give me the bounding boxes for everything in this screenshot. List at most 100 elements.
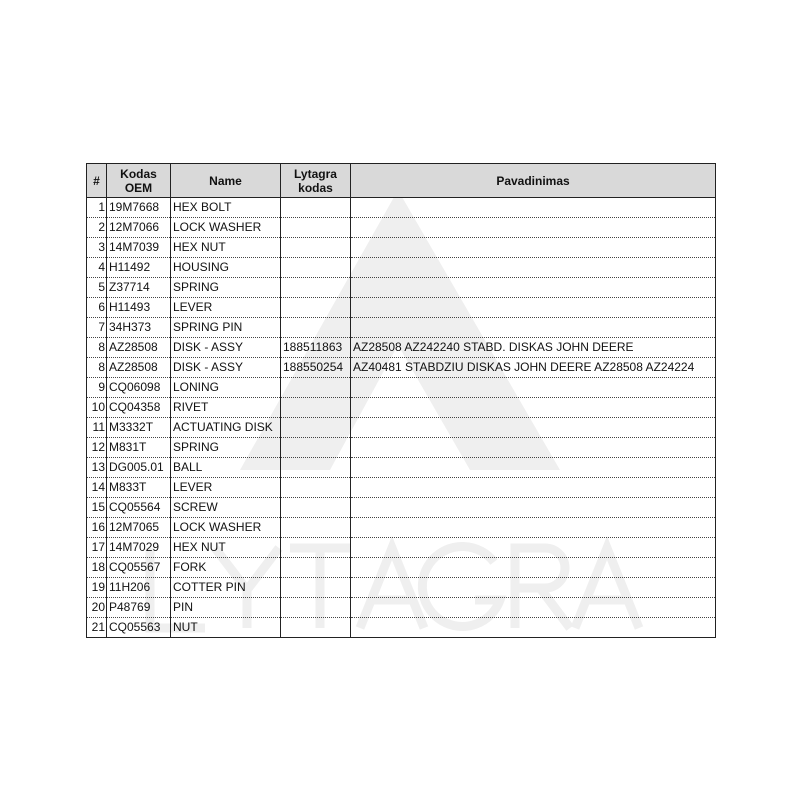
cell-col-number: 18 [86,557,107,578]
cell-col-description [350,497,716,518]
table-row: 13 DG005.01 BALL [86,457,716,478]
cell-col-oem-code: 34H373 [106,317,171,338]
cell-col-name: DISK - ASSY [170,357,281,378]
table-row: 3 14M7039 HEX NUT [86,237,716,258]
cell-col-number: 2 [86,217,107,238]
cell-col-oem-code: H11493 [106,297,171,318]
table-row: 6 H11493 LEVER [86,297,716,318]
cell-col-lytagra-code [280,377,351,398]
cell-col-lytagra-code [280,437,351,458]
cell-col-oem-code: DG005.01 [106,457,171,478]
cell-col-number: 7 [86,317,107,338]
cell-col-oem-code: CQ05564 [106,497,171,518]
header-col-oem-code: Kodas OEM [106,163,171,198]
cell-col-oem-code: H11492 [106,257,171,278]
table-row: 8 AZ28508 DISK - ASSY 188550254 AZ40481 STAB… [86,357,716,378]
cell-col-number: 11 [86,417,107,438]
table-row: 15 CQ05564 SCREW [86,497,716,518]
header-col-description: Pavadinimas [350,163,716,198]
cell-col-lytagra-code [280,417,351,438]
cell-col-lytagra-code [280,217,351,238]
cell-col-oem-code: CQ05567 [106,557,171,578]
cell-col-number: 1 [86,197,107,218]
table-row: 5 Z37714 SPRING [86,277,716,298]
table-row: 12 M831T SPRING [86,437,716,458]
cell-col-lytagra-code [280,257,351,278]
cell-col-lytagra-code [280,397,351,418]
table-row: 9 CQ06098 LONING [86,377,716,398]
cell-col-name: BALL [170,457,281,478]
table-row: 11 M3332T ACTUATING DISK [86,417,716,438]
cell-col-description [350,617,716,638]
cell-col-name: SPRING PIN [170,317,281,338]
cell-col-name: LOCK WASHER [170,517,281,538]
cell-col-lytagra-code [280,277,351,298]
cell-col-description [350,257,716,278]
header-col-number: # [86,163,107,198]
cell-col-name: LEVER [170,477,281,498]
table-row: 14 M833T LEVER [86,477,716,498]
table-body: 1 19M7668 HEX BOLT 2 12M7066 LOCK WASHER 3 14M7… [86,197,716,638]
cell-col-number: 6 [86,297,107,318]
header-col-name: Name [170,163,281,198]
cell-col-description [350,577,716,598]
cell-col-name: DISK - ASSY [170,337,281,358]
cell-col-lytagra-code: 188550254 [280,357,351,378]
cell-col-description [350,317,716,338]
table-row: 1 19M7668 HEX BOLT [86,197,716,218]
table-row: 17 14M7029 HEX NUT [86,537,716,558]
cell-col-description [350,597,716,618]
table-row: 20 P48769 PIN [86,597,716,618]
cell-col-number: 10 [86,397,107,418]
cell-col-name: LOCK WASHER [170,217,281,238]
cell-col-lytagra-code [280,297,351,318]
cell-col-lytagra-code [280,557,351,578]
header-row: # Kodas OEM Name Lytagra kodas Pavadinimas [86,163,716,198]
cell-col-oem-code: 12M7065 [106,517,171,538]
cell-col-description [350,537,716,558]
cell-col-name: SPRING [170,437,281,458]
cell-col-oem-code: CQ05563 [106,617,171,638]
cell-col-lytagra-code [280,517,351,538]
cell-col-lytagra-code [280,477,351,498]
table-row: 2 12M7066 LOCK WASHER [86,217,716,238]
cell-col-description [350,417,716,438]
cell-col-oem-code: M3332T [106,417,171,438]
cell-col-number: 20 [86,597,107,618]
cell-col-description [350,197,716,218]
cell-col-name: HEX NUT [170,537,281,558]
cell-col-number: 12 [86,437,107,458]
parts-table: # Kodas OEM Name Lytagra kodas Pavadinimas 1… [86,163,716,638]
cell-col-oem-code: CQ06098 [106,377,171,398]
cell-col-description [350,217,716,238]
cell-col-lytagra-code [280,457,351,478]
cell-col-description [350,457,716,478]
cell-col-number: 17 [86,537,107,558]
cell-col-name: LONING [170,377,281,398]
cell-col-description [350,557,716,578]
cell-col-lytagra-code [280,237,351,258]
cell-col-oem-code: 12M7066 [106,217,171,238]
cell-col-oem-code: 19M7668 [106,197,171,218]
cell-col-description: AZ28508 AZ242240 STABD. DISKAS JOHN DEER… [350,337,716,358]
header-col-lytagra-code: Lytagra kodas [280,163,351,198]
cell-col-name: SPRING [170,277,281,298]
cell-col-number: 3 [86,237,107,258]
cell-col-description [350,237,716,258]
cell-col-oem-code: 11H206 [106,577,171,598]
cell-col-oem-code: M833T [106,477,171,498]
cell-col-description [350,397,716,418]
table-row: 21 CQ05563 NUT [86,617,716,638]
cell-col-name: LEVER [170,297,281,318]
cell-col-oem-code: 14M7039 [106,237,171,258]
cell-col-name: NUT [170,617,281,638]
cell-col-oem-code: AZ28508 [106,337,171,358]
table-row: 16 12M7065 LOCK WASHER [86,517,716,538]
cell-col-lytagra-code [280,497,351,518]
cell-col-lytagra-code [280,617,351,638]
cell-col-name: SCREW [170,497,281,518]
cell-col-lytagra-code [280,597,351,618]
cell-col-number: 16 [86,517,107,538]
cell-col-description [350,377,716,398]
cell-col-number: 21 [86,617,107,638]
